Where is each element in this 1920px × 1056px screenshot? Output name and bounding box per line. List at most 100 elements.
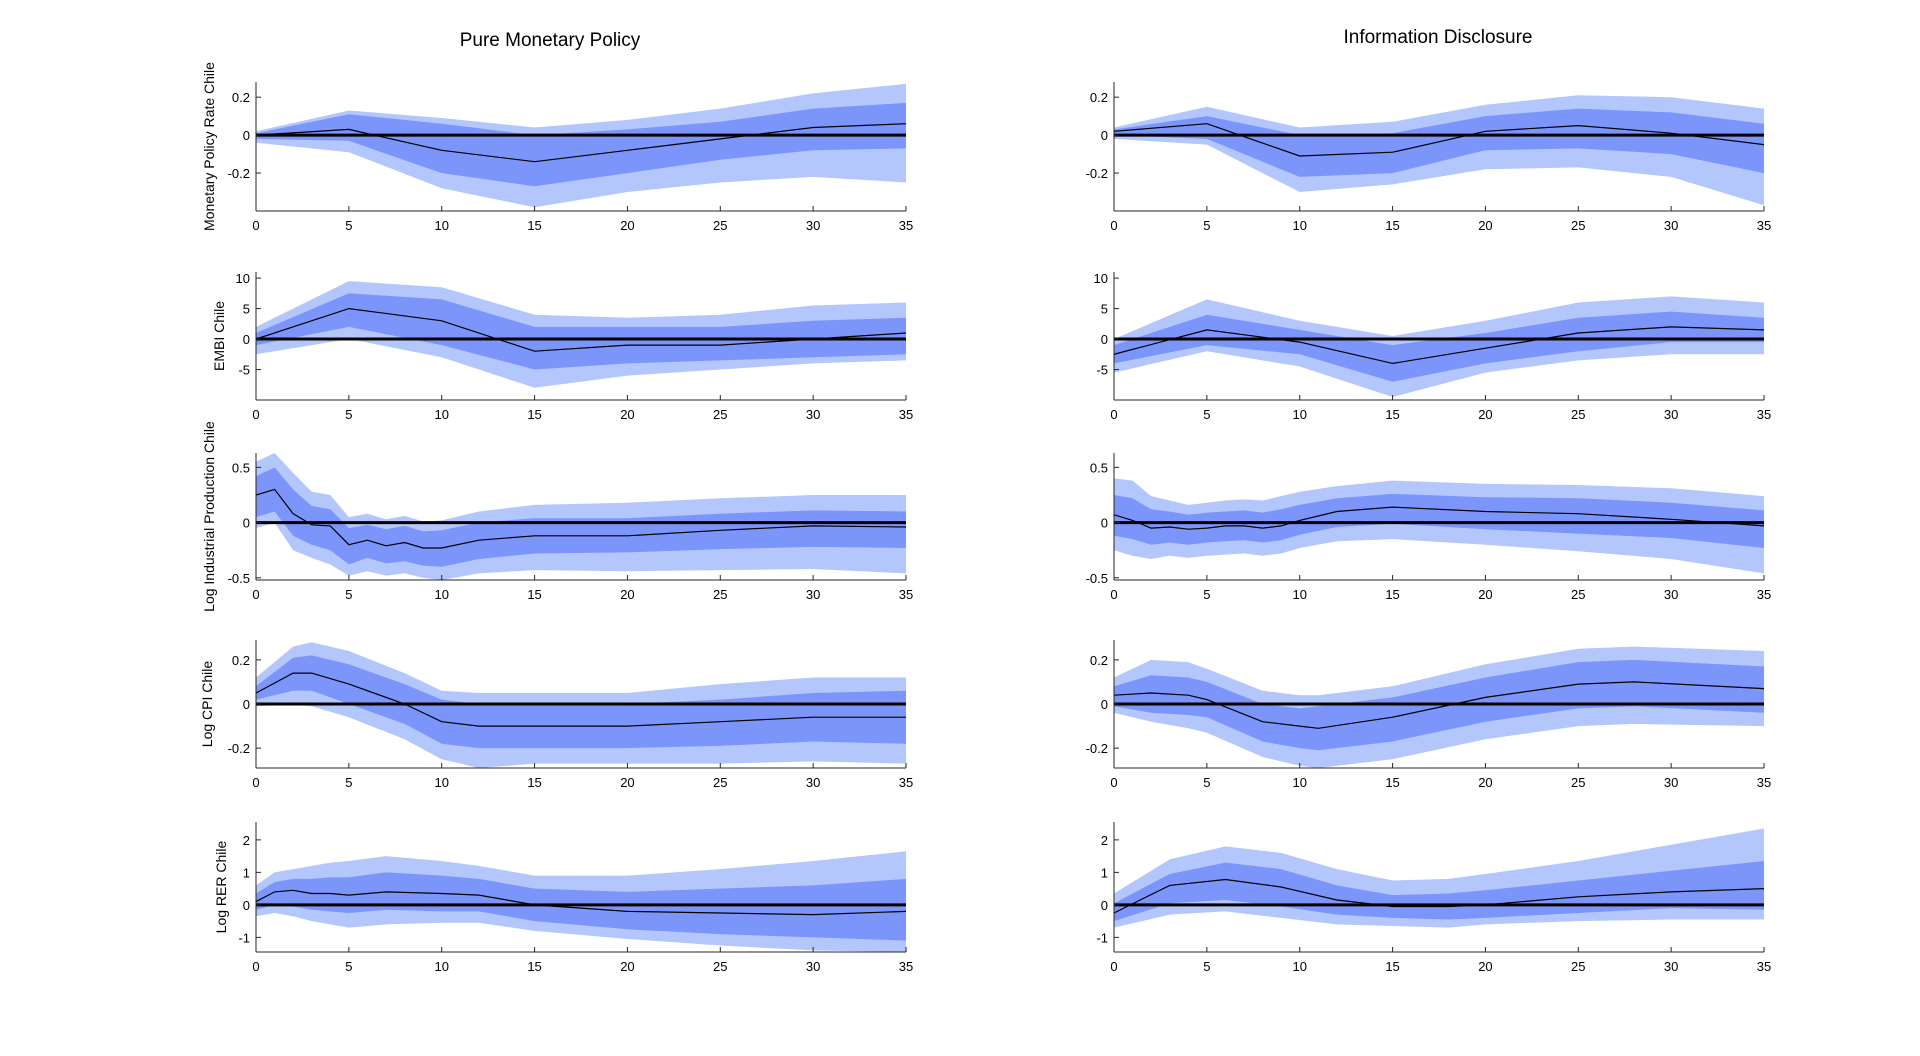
x-tick-label: 25 — [713, 407, 727, 422]
y-tick-label: -0.2 — [228, 166, 250, 181]
column-title-pure-monetary-policy: Pure Monetary Policy — [460, 30, 641, 51]
x-tick-label: 25 — [1571, 587, 1585, 602]
y-tick-label: 10 — [236, 271, 250, 286]
x-tick-label: 15 — [1385, 959, 1399, 974]
x-tick-label: 0 — [1110, 587, 1117, 602]
x-tick-label: 5 — [345, 587, 352, 602]
x-tick-label: 15 — [1385, 587, 1399, 602]
x-tick-label: 35 — [1757, 407, 1771, 422]
x-tick-label: 35 — [899, 775, 913, 790]
x-tick-label: 15 — [527, 407, 541, 422]
y-tick-label: 0.2 — [232, 653, 250, 668]
median-response-line — [1114, 123, 1764, 157]
x-tick-label: 10 — [434, 959, 448, 974]
x-tick-label: 25 — [713, 587, 727, 602]
x-tick-label: 10 — [1292, 218, 1306, 233]
x-tick-label: 5 — [345, 218, 352, 233]
panel-id-cpi: 0 5 10 15 20 25 30 35 0.2 0 -0.2 — [1086, 640, 1771, 790]
x-tick-label: 35 — [1757, 775, 1771, 790]
plot-area — [1114, 478, 1764, 574]
x-tick-label: 10 — [434, 587, 448, 602]
plot-area — [256, 281, 906, 388]
panel-id-mpr: 0 5 10 15 20 25 30 35 0.2 0 -0.2 — [1086, 82, 1771, 233]
x-tick-label: 25 — [713, 959, 727, 974]
x-tick-label: 10 — [434, 775, 448, 790]
x-tick-label: 25 — [713, 218, 727, 233]
x-tick-label: 20 — [1478, 587, 1492, 602]
x-tick-label: 30 — [806, 587, 820, 602]
median-response-line — [256, 889, 906, 916]
y-axis-label: Log CPI Chile — [199, 661, 215, 748]
y-tick-label: 5 — [243, 302, 250, 317]
y-axis-label: Log Industrial Production Chile — [201, 421, 217, 612]
x-tick-label: 20 — [1478, 407, 1492, 422]
x-tick-label: 0 — [252, 959, 259, 974]
x-tick-label: 5 — [1203, 407, 1210, 422]
y-tick-label: 0 — [243, 898, 250, 913]
x-tick-label: 35 — [1757, 959, 1771, 974]
x-tick-label: 10 — [1292, 959, 1306, 974]
median-response-line — [256, 488, 906, 549]
x-tick-label: 25 — [1571, 218, 1585, 233]
inner-credible-band — [256, 293, 906, 370]
x-tick-label: 0 — [1110, 775, 1117, 790]
column-title-information-disclosure: Information Disclosure — [1343, 27, 1532, 48]
x-tick-label: 15 — [527, 218, 541, 233]
x-tick-label: 20 — [620, 587, 634, 602]
y-tick-label: -0.2 — [1086, 741, 1108, 756]
x-tick-label: 25 — [1571, 959, 1585, 974]
y-tick-label: 0 — [243, 697, 250, 712]
x-tick-label: 5 — [345, 959, 352, 974]
y-tick-label: 0.2 — [232, 90, 250, 105]
y-tick-label: 0.2 — [1090, 90, 1108, 105]
y-tick-label: 0 — [243, 128, 250, 143]
x-tick-label: 20 — [1478, 775, 1492, 790]
y-tick-label: 1 — [243, 865, 250, 880]
median-response-line — [256, 672, 906, 727]
plot-area — [256, 642, 906, 768]
x-tick-label: 0 — [252, 775, 259, 790]
x-tick-label: 30 — [806, 218, 820, 233]
x-tick-label: 25 — [1571, 775, 1585, 790]
x-tick-label: 0 — [252, 407, 259, 422]
x-tick-label: 5 — [1203, 775, 1210, 790]
inner-credible-band — [256, 467, 906, 567]
x-tick-label: 0 — [1110, 407, 1117, 422]
x-tick-label: 0 — [252, 218, 259, 233]
x-tick-label: 0 — [1110, 959, 1117, 974]
panel-pmp-cpi: 0 5 10 15 20 25 30 35 0.2 0 -0.2 Log CPI Chile — [199, 640, 913, 790]
plot-area — [1114, 95, 1764, 206]
x-tick-label: 35 — [1757, 218, 1771, 233]
x-tick-label: 20 — [620, 407, 634, 422]
x-tick-label: 30 — [1664, 775, 1678, 790]
panel-pmp-mpr: 0 5 10 15 20 25 30 35 0.2 0 -0.2 Monetary Policy Ra… — [201, 62, 913, 233]
x-tick-label: 15 — [527, 959, 541, 974]
median-response-line — [1114, 506, 1764, 530]
x-tick-label: 0 — [1110, 218, 1117, 233]
x-tick-label: 30 — [1664, 587, 1678, 602]
median-response-line — [256, 123, 906, 163]
x-tick-label: 10 — [434, 407, 448, 422]
x-tick-label: 25 — [713, 775, 727, 790]
plot-area — [256, 83, 906, 208]
x-tick-label: 5 — [1203, 587, 1210, 602]
y-tick-label: 0.5 — [232, 460, 250, 475]
plot-area — [256, 851, 906, 952]
inner-credible-band — [1114, 493, 1764, 548]
y-tick-label: -0.2 — [228, 741, 250, 756]
y-axis-label: Monetary Policy Rate Chile — [201, 62, 217, 231]
inner-credible-band — [256, 655, 906, 749]
x-tick-label: 35 — [899, 407, 913, 422]
plot-area — [256, 453, 906, 580]
y-tick-label: -1 — [1096, 930, 1108, 945]
median-response-line — [1114, 326, 1764, 365]
x-tick-label: 30 — [806, 775, 820, 790]
x-tick-label: 15 — [1385, 775, 1399, 790]
x-tick-label: 35 — [899, 218, 913, 233]
x-tick-label: 10 — [1292, 407, 1306, 422]
y-tick-label: -1 — [238, 930, 250, 945]
y-tick-label: 2 — [243, 833, 250, 848]
